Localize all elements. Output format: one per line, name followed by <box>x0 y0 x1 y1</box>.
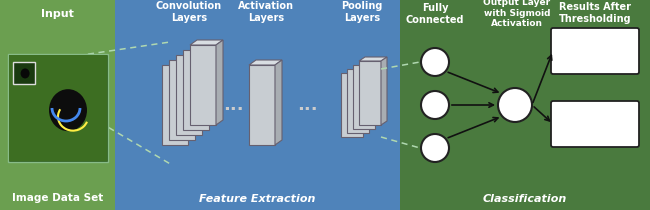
Bar <box>347 69 369 133</box>
Text: Feature Extraction: Feature Extraction <box>200 194 316 204</box>
Polygon shape <box>249 60 282 65</box>
Text: Input: Input <box>41 9 74 19</box>
Bar <box>359 61 381 125</box>
FancyBboxPatch shape <box>551 28 639 74</box>
Text: Activation
Layers: Activation Layers <box>238 1 294 23</box>
Ellipse shape <box>49 89 87 131</box>
Bar <box>162 65 188 145</box>
Ellipse shape <box>21 68 30 79</box>
Bar <box>8 54 108 162</box>
Polygon shape <box>359 57 387 61</box>
Polygon shape <box>381 57 387 125</box>
Text: Convolution
Layers: Convolution Layers <box>156 1 222 23</box>
Bar <box>353 65 375 129</box>
Bar <box>249 65 275 145</box>
Bar <box>115 0 400 210</box>
Text: Class 0
(Normal): Class 0 (Normal) <box>569 40 621 62</box>
Bar <box>400 0 650 210</box>
Text: Image Data Set: Image Data Set <box>12 193 103 203</box>
Bar <box>341 73 363 137</box>
Circle shape <box>421 91 449 119</box>
Circle shape <box>421 48 449 76</box>
Bar <box>183 50 209 130</box>
Bar <box>176 55 202 135</box>
Polygon shape <box>216 40 223 125</box>
Polygon shape <box>190 40 223 45</box>
Text: Pooling
Layers: Pooling Layers <box>341 1 383 23</box>
Text: ...: ... <box>296 96 317 114</box>
FancyBboxPatch shape <box>551 101 639 147</box>
Text: Fully
Connected: Fully Connected <box>406 3 464 25</box>
Text: Output Layer
with Sigmoid
Activation: Output Layer with Sigmoid Activation <box>484 0 551 28</box>
Bar <box>0 0 115 210</box>
Bar <box>9 55 107 161</box>
Text: Class 1
(Cancer): Class 1 (Cancer) <box>570 113 620 135</box>
Polygon shape <box>275 60 282 145</box>
Bar <box>13 62 35 84</box>
Bar <box>190 45 216 125</box>
Bar <box>169 60 195 140</box>
Text: Results After
Thresholding: Results After Thresholding <box>559 2 631 24</box>
Text: ...: ... <box>223 96 243 114</box>
Circle shape <box>421 134 449 162</box>
Circle shape <box>498 88 532 122</box>
Text: Classification: Classification <box>483 194 567 204</box>
